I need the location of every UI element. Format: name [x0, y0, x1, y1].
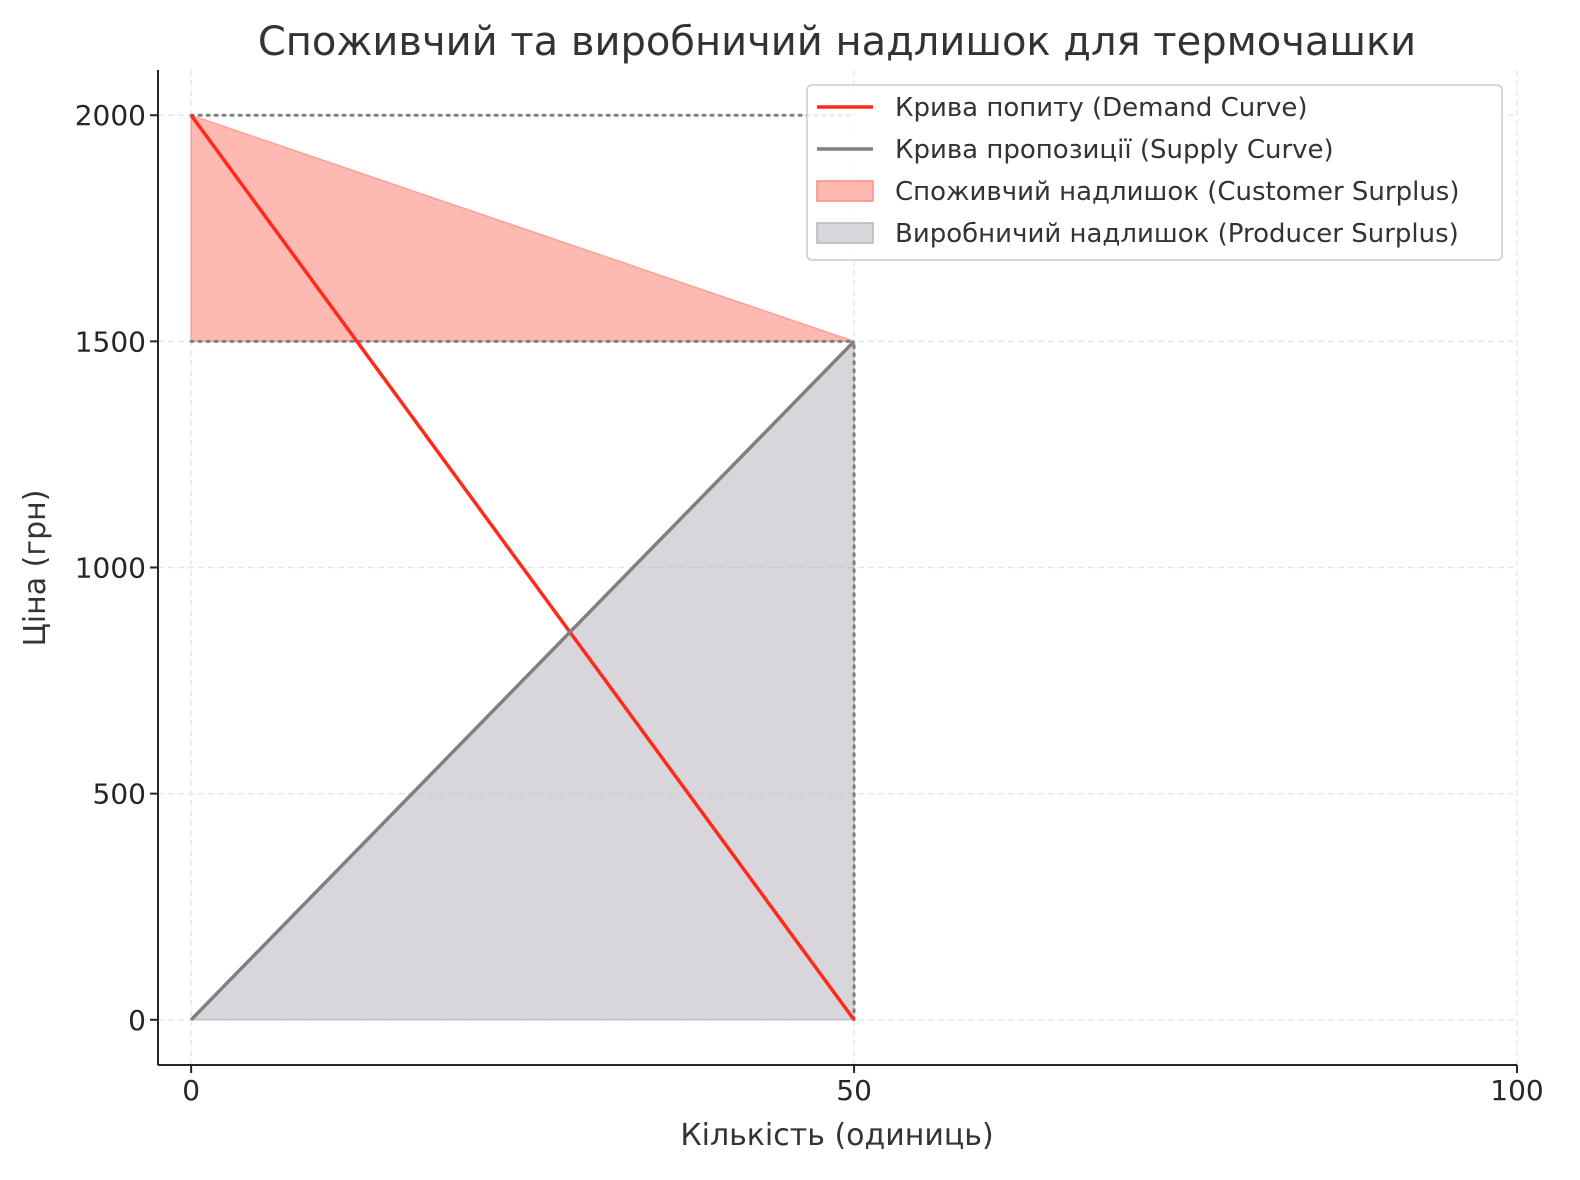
legend-item-demand: Крива попиту (Demand Curve) [817, 93, 1308, 123]
y-axis-label: Ціна (грн) [18, 490, 53, 647]
y-tick-label: 1500 [75, 325, 146, 358]
y-tick-label: 2000 [75, 99, 146, 132]
legend-swatch-patch [816, 222, 874, 244]
curves [189, 114, 856, 1021]
x-tick-label: 100 [1490, 1074, 1543, 1107]
legend-label: Виробничий надлишок (Producer Surplus) [895, 219, 1459, 249]
legend-label: Крива попиту (Demand Curve) [895, 93, 1308, 123]
y-tick-label: 0 [128, 1004, 146, 1037]
supply-curve [189, 340, 856, 1021]
reference-lines [189, 113, 856, 1022]
legend-item-consumer-surplus: Споживчий надлишок (Customer Surplus) [816, 177, 1459, 207]
x-tick-label: 0 [182, 1074, 200, 1107]
y-tick-label: 500 [93, 778, 146, 811]
y-tick-label: 1000 [75, 552, 146, 585]
chart-title: Споживчий та виробничий надлишок для тер… [258, 19, 1416, 65]
demand-curve [189, 114, 856, 1021]
legend-item-producer-surplus: Виробничий надлишок (Producer Surplus) [816, 219, 1459, 249]
legend-swatch-patch [816, 180, 874, 202]
legend: Крива попиту (Demand Curve) Крива пропози… [806, 84, 1503, 261]
x-axis-label: Кількість (одиниць) [680, 1118, 993, 1153]
x-tick-label: 50 [836, 1074, 872, 1107]
consumer-surplus-area [190, 114, 855, 343]
legend-label: Споживчий надлишок (Customer Surplus) [895, 177, 1459, 207]
legend-label: Крива пропозиції (Supply Curve) [895, 135, 1334, 165]
legend-box [806, 84, 1503, 261]
legend-item-supply: Крива пропозиції (Supply Curve) [817, 135, 1334, 165]
